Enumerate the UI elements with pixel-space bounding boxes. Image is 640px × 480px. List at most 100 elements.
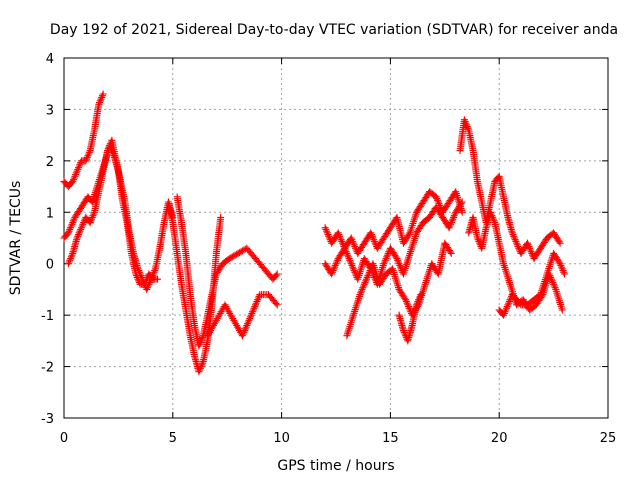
x-tick-label: 25	[600, 431, 617, 446]
data-point-marker	[421, 280, 429, 288]
data-point-marker	[77, 225, 85, 233]
data-point-marker	[413, 299, 421, 307]
data-point-marker	[64, 229, 72, 237]
data-point-marker	[555, 258, 563, 266]
data-point-marker	[68, 251, 76, 259]
data-point-marker	[556, 260, 564, 268]
data-point-marker	[402, 296, 410, 304]
data-point-marker	[523, 239, 531, 247]
data-point-marker	[236, 249, 244, 257]
data-point-marker	[273, 270, 281, 278]
data-point-marker	[328, 268, 336, 276]
data-point-marker	[554, 293, 562, 301]
data-point-marker	[558, 304, 566, 312]
data-point-marker	[143, 285, 151, 293]
x-tick-label: 20	[491, 431, 508, 446]
data-point-marker	[367, 229, 375, 237]
data-point-marker	[65, 227, 73, 235]
data-point-marker	[503, 271, 511, 279]
data-point-marker	[405, 303, 413, 311]
data-point-marker	[551, 284, 559, 292]
data-point-marker	[97, 95, 105, 103]
y-tick-label: 2	[46, 155, 54, 170]
data-point-marker	[475, 237, 483, 245]
data-point-marker	[195, 342, 203, 350]
data-point-marker	[135, 267, 143, 275]
x-tick-label: 10	[273, 431, 290, 446]
data-point-marker	[411, 234, 419, 242]
data-point-marker	[514, 243, 522, 251]
data-point-marker	[351, 243, 359, 251]
data-point-marker	[434, 196, 442, 204]
data-point-marker	[511, 236, 519, 244]
data-point-marker	[446, 222, 454, 230]
data-point-marker	[549, 279, 557, 287]
data-point-marker	[410, 236, 418, 244]
data-point-marker	[344, 251, 352, 259]
data-point-marker	[344, 253, 352, 261]
data-point-marker	[371, 239, 379, 247]
data-point-marker	[488, 212, 496, 220]
data-point-marker	[378, 265, 386, 273]
data-point-marker	[502, 267, 510, 275]
data-point-marker	[464, 124, 472, 132]
data-point-marker	[323, 229, 331, 237]
data-point-marker	[505, 278, 513, 286]
data-point-marker	[451, 210, 459, 218]
data-point-marker	[69, 217, 77, 225]
data-point-marker	[353, 300, 361, 308]
data-point-marker	[555, 295, 563, 303]
data-point-marker	[524, 241, 532, 249]
data-point-marker	[240, 328, 248, 336]
data-point-marker	[510, 232, 518, 240]
data-point-marker	[397, 263, 405, 271]
data-point-marker	[242, 323, 250, 331]
data-point-marker	[505, 299, 513, 307]
data-point-marker	[336, 234, 344, 242]
data-point-marker	[74, 232, 82, 240]
data-point-marker	[352, 302, 360, 310]
series-track-m	[495, 249, 568, 319]
y-tick-label: -1	[41, 309, 54, 324]
data-point-marker	[75, 229, 83, 237]
data-point-marker	[195, 368, 203, 376]
data-point-marker	[196, 364, 204, 372]
axis-ticks: 0 5 10 15 20 25 -3 -2 -1 0 1 2 3 4	[41, 52, 616, 446]
data-point-marker	[254, 294, 262, 302]
series-track-a	[60, 90, 107, 191]
series-track-k	[456, 116, 564, 263]
data-point-marker	[333, 256, 341, 264]
data-point-marker	[87, 217, 95, 225]
data-point-marker	[197, 337, 205, 345]
data-point-marker	[525, 243, 533, 251]
data-point-marker	[474, 236, 482, 244]
data-point-marker	[325, 232, 333, 240]
data-point-marker	[230, 252, 238, 260]
data-point-marker	[513, 241, 521, 249]
data-point-marker	[363, 273, 371, 281]
data-point-marker	[384, 249, 392, 257]
data-point-marker	[237, 248, 245, 256]
data-point-marker	[249, 308, 257, 316]
y-tick-label: 4	[46, 52, 54, 67]
data-point-marker	[65, 258, 73, 266]
data-point-marker	[500, 311, 508, 319]
data-point-marker	[328, 270, 336, 278]
data-point-marker	[90, 210, 98, 218]
data-point-marker	[435, 200, 443, 208]
data-point-marker	[350, 309, 358, 317]
data-point-marker	[394, 256, 402, 264]
data-point-marker	[241, 327, 249, 335]
data-point-marker	[345, 326, 353, 334]
data-point-marker	[422, 277, 430, 285]
data-point-marker	[144, 282, 152, 290]
data-point-marker	[343, 332, 351, 340]
data-point-marker	[560, 270, 568, 278]
data-point-marker	[273, 301, 281, 309]
data-point-marker	[78, 222, 86, 230]
data-point-marker	[336, 232, 344, 240]
data-point-marker	[95, 100, 103, 108]
data-point-marker	[424, 273, 432, 281]
data-point-marker	[75, 164, 83, 172]
data-point-marker	[96, 99, 104, 107]
